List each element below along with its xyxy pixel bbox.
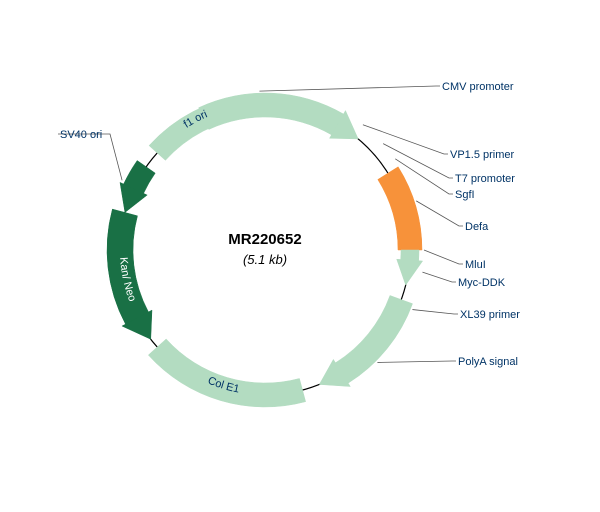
leader-polya — [377, 361, 456, 362]
segment-sv40-ori — [120, 161, 155, 213]
segment-myc-ddk — [397, 250, 423, 285]
plasmid-size: (5.1 kb) — [243, 252, 287, 267]
label-sgfi: SgfI — [455, 189, 475, 201]
label-t7: T7 promoter — [455, 173, 515, 185]
label-mycddk: Myc-DDK — [458, 277, 506, 289]
leader-defa — [416, 201, 463, 226]
label-polya: PolyA signal — [458, 356, 518, 368]
plasmid-name: MR220652 — [228, 231, 301, 248]
label-xl39: XL39 primer — [460, 309, 520, 321]
label-vp15: VP1.5 primer — [450, 149, 515, 161]
leader-cmv — [259, 86, 440, 91]
segment-f1-ori — [149, 95, 249, 160]
label-cmv: CMV promoter — [442, 81, 514, 93]
label-defa: Defa — [465, 221, 489, 233]
segment-col-e1 — [148, 339, 305, 407]
leader-vp15 — [363, 125, 448, 154]
segment-polya-signal — [319, 295, 412, 386]
plasmid-map: CMV promoter VP1.5 primer T7 promoter SgfI D… — [0, 0, 600, 512]
label-sv40: SV40 ori — [60, 129, 102, 141]
leader-mlui — [424, 250, 463, 264]
leader-mycddk — [422, 272, 456, 282]
label-mlui: MluI — [465, 259, 486, 271]
leader-xl39 — [412, 310, 458, 314]
segment-defa-orf — [378, 167, 422, 250]
